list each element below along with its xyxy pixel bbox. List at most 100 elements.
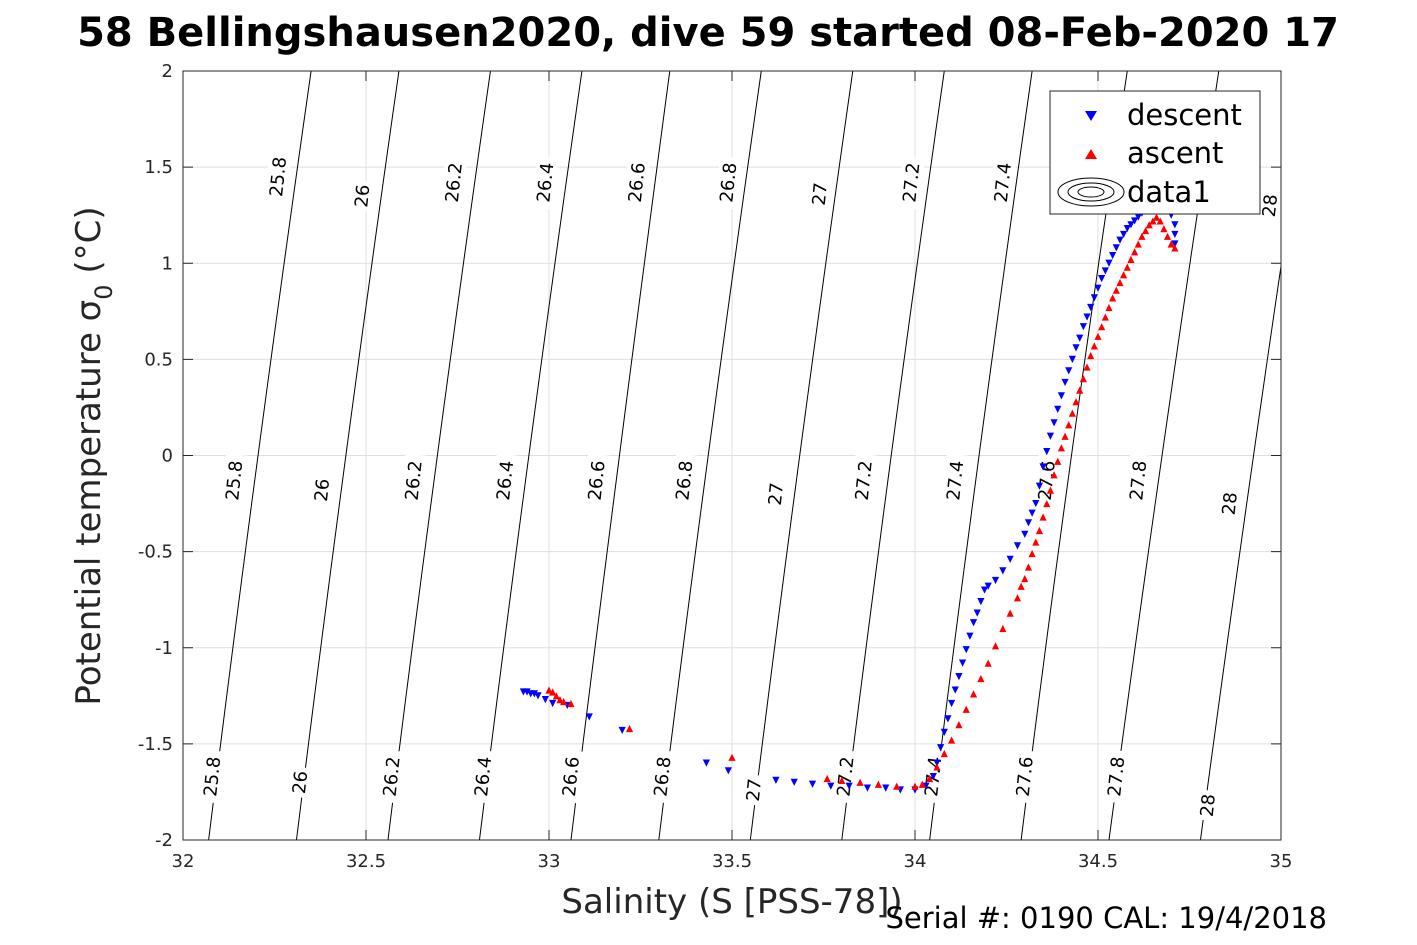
ascent-point — [1017, 582, 1025, 590]
ascent-point — [1160, 225, 1168, 233]
density-contour-label: 27.8 — [1124, 453, 1152, 508]
density-contour-label-gap — [469, 749, 497, 804]
density-contour-label: 27.4 — [989, 155, 1017, 210]
ascent-point — [1105, 303, 1113, 312]
ascent-point — [1116, 278, 1124, 287]
descent-point — [1101, 267, 1109, 275]
ascent-point — [1163, 232, 1172, 240]
legend-box — [1049, 90, 1261, 215]
descent-point — [1076, 334, 1084, 342]
ascent-point — [1123, 263, 1131, 271]
ascent-point — [969, 690, 978, 698]
legend-label-descent: descent — [1127, 98, 1242, 132]
density-contour-label-gap — [670, 453, 699, 508]
density-contour-label-gap — [287, 766, 313, 799]
descent-point — [1171, 230, 1179, 239]
ascent-point — [955, 721, 963, 729]
descent-point — [863, 784, 872, 792]
density-contour-label-gap — [491, 453, 519, 508]
density-contour — [208, 71, 312, 840]
density-contour-label-text: 27.2 — [833, 756, 858, 798]
ascent-point — [856, 778, 864, 786]
descent-point — [1006, 555, 1014, 563]
density-contour-label: 28 — [1217, 487, 1243, 520]
descent-point — [1046, 432, 1055, 440]
density-contour-label-gap — [897, 155, 925, 210]
descent-point — [1116, 236, 1124, 244]
density-contour-label-gap — [623, 155, 651, 210]
density-contour-label-text: 27.8 — [1126, 460, 1151, 502]
density-contour — [658, 71, 762, 840]
density-contour-label: 27 — [741, 773, 767, 807]
descent-point — [991, 576, 1000, 585]
density-contour-label-text: 26.2 — [442, 162, 467, 204]
descent-point — [827, 782, 835, 790]
density-contour-label-text: 26.8 — [650, 756, 675, 798]
descent-point — [1013, 542, 1022, 550]
density-contour — [841, 71, 945, 840]
descent-point — [980, 586, 989, 594]
density-contour-label-text: 27.6 — [1013, 756, 1038, 798]
ascent-point — [1127, 255, 1135, 264]
descent-point — [1024, 519, 1033, 527]
descent-point — [523, 688, 531, 696]
density-contour-label-gap — [1195, 789, 1221, 822]
y-tick-label: -1.5 — [138, 734, 173, 755]
descent-point — [1087, 303, 1095, 312]
ascent-point — [1112, 286, 1120, 294]
ascent-point — [926, 774, 934, 783]
density-contour-label: 26.4 — [469, 749, 497, 804]
descent-point — [1134, 213, 1142, 221]
ascent-point — [838, 776, 846, 785]
y-tick-label: -1 — [155, 638, 173, 659]
density-contour-label-gap — [582, 453, 611, 508]
ascent-point — [1120, 271, 1128, 279]
density-contour-label: 27.2 — [850, 453, 878, 508]
ascent-point — [962, 705, 970, 713]
descent-point — [530, 690, 538, 698]
y-axis-label-unit: (°C) — [69, 206, 109, 284]
descent-point — [1131, 217, 1139, 225]
density-contour-label: 26.6 — [557, 749, 585, 804]
ascent-point — [552, 692, 560, 700]
descent-point — [951, 686, 959, 694]
density-contour — [749, 71, 854, 840]
density-contour-label-text: 26.6 — [585, 460, 610, 502]
density-contour-label-gap — [1124, 453, 1152, 508]
ascent-point — [1138, 232, 1146, 240]
descent-point — [1112, 244, 1120, 252]
density-contour-label-text: 26.4 — [471, 756, 496, 798]
y-axis-label-sub: 0 — [90, 284, 118, 299]
descent-point — [948, 699, 956, 708]
ascent-point — [999, 624, 1007, 633]
density-contour-label-text: 26.8 — [672, 460, 697, 502]
density-contour-label: 27.8 — [1102, 749, 1130, 804]
density-contour-label: 26 — [349, 179, 375, 213]
density-contour-label-text: 27 — [809, 182, 832, 207]
ascent-point — [984, 659, 992, 667]
density-contour-label: 27.2 — [897, 155, 925, 210]
descent-point — [541, 696, 549, 704]
x-tick-label: 33.5 — [712, 851, 752, 872]
descent-point — [549, 699, 557, 708]
ascent-point — [1072, 398, 1080, 406]
density-contour-label: 27 — [763, 477, 789, 511]
density-contour-label-text: 26.4 — [533, 162, 558, 204]
density-contour-label-gap — [440, 155, 468, 210]
descent-point — [702, 759, 710, 767]
ascent-point — [1079, 375, 1087, 383]
ascent-point — [1054, 457, 1062, 465]
x-tick-label: 35 — [1270, 851, 1293, 872]
legend-label-ascent: ascent — [1127, 136, 1223, 170]
density-contour-label-gap — [264, 149, 292, 204]
density-contour-label: 26.4 — [531, 155, 559, 210]
descent-point — [962, 646, 970, 654]
density-contour-label-text: 25.8 — [200, 756, 225, 798]
descent-point — [882, 784, 890, 792]
ascent-point — [1050, 471, 1058, 479]
density-contour-label: 25.8 — [220, 453, 248, 508]
descent-point — [585, 713, 593, 721]
density-contour-label-text: 27.2 — [852, 460, 877, 502]
density-contour-label-text: 26.2 — [380, 756, 405, 798]
y-axis-label: Potential temperature σ0 (°C) — [69, 206, 118, 705]
